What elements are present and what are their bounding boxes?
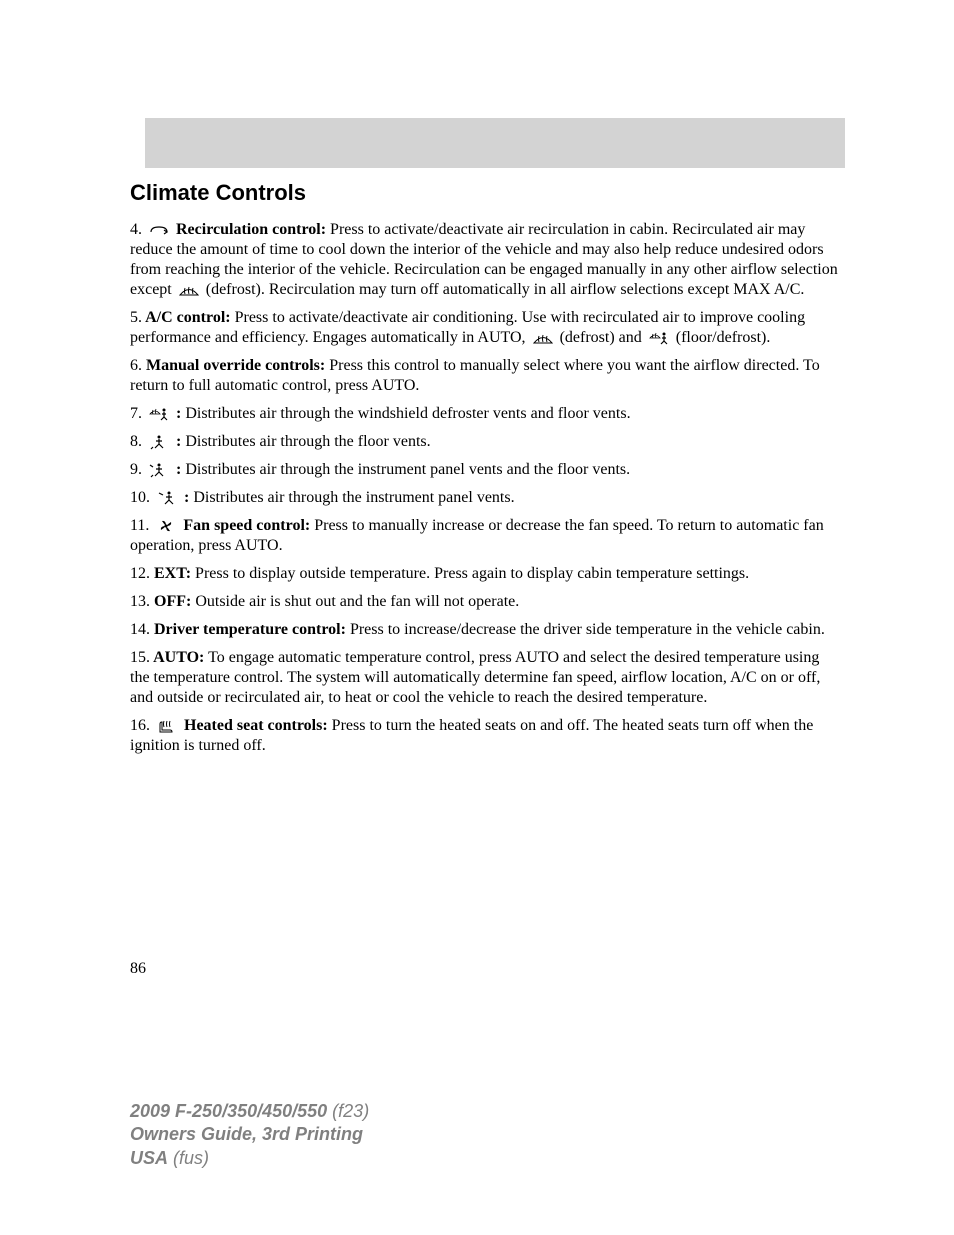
defrost-icon (532, 330, 554, 346)
item-4: 4. Recirculation control: Press to activ… (130, 220, 840, 300)
defrost-icon (178, 282, 200, 298)
item-text: Distributes air through the windshield d… (181, 405, 630, 422)
item-num: 15. (130, 649, 150, 666)
footer-region-code: (fus) (168, 1148, 209, 1168)
item-text: Press to increase/decrease the driver si… (346, 621, 825, 638)
colon: : (172, 433, 181, 450)
item-num: 5. (130, 309, 142, 326)
item-7: 7. : Distributes air through the windshi… (130, 404, 840, 424)
item-num: 7. (130, 405, 146, 422)
content-body: 4. Recirculation control: Press to activ… (130, 220, 840, 764)
item-num: 10. (130, 489, 154, 506)
item-13: 13. OFF: Outside air is shut out and the… (130, 592, 840, 612)
item-11: 11. Fan speed control: Press to manually… (130, 516, 840, 556)
item-label: A/C control: (142, 309, 231, 326)
floor-vent-icon (148, 434, 170, 450)
item-num: 4. (130, 221, 142, 238)
mid-text: (defrost) and (556, 329, 646, 346)
footer: 2009 F-250/350/450/550 (f23) Owners Guid… (130, 1100, 369, 1170)
heated-seat-icon (156, 718, 178, 734)
footer-region: USA (130, 1148, 168, 1168)
item-text-after: (defrost). Recirculation may turn off au… (202, 281, 805, 298)
floor-defrost-icon (148, 406, 170, 422)
page-number: 86 (130, 960, 146, 978)
item-9: 9. : Distributes air through the instrum… (130, 460, 840, 480)
item-16: 16. Heated seat controls: Press to turn … (130, 716, 840, 756)
fan-icon (155, 518, 177, 534)
item-num: 16. (130, 717, 154, 734)
item-label: Recirculation control: (176, 221, 326, 238)
item-label: EXT: (150, 565, 191, 582)
footer-line-2: Owners Guide, 3rd Printing (130, 1123, 369, 1146)
item-14: 14. Driver temperature control: Press to… (130, 620, 840, 640)
item-label: Fan speed control: (179, 517, 310, 534)
item-12: 12. EXT: Press to display outside temper… (130, 564, 840, 584)
item-num: 12. (130, 565, 150, 582)
item-num: 9. (130, 461, 146, 478)
item-label: Driver temperature control: (150, 621, 346, 638)
footer-code: (f23) (327, 1101, 369, 1121)
header-bar (145, 118, 845, 168)
item-text: Distributes air through the floor vents. (181, 433, 430, 450)
section-title: Climate Controls (130, 180, 306, 206)
item-text: To engage automatic temperature control,… (130, 649, 820, 706)
item-num: 11. (130, 517, 153, 534)
item-num: 13. (130, 593, 150, 610)
item-8: 8. : Distributes air through the floor v… (130, 432, 840, 452)
item-text: Outside air is shut out and the fan will… (191, 593, 519, 610)
item-5: 5. A/C control: Press to activate/deacti… (130, 308, 840, 348)
colon: : (180, 489, 189, 506)
colon: : (172, 461, 181, 478)
item-label: Heated seat controls: (180, 717, 328, 734)
footer-line-3: USA (fus) (130, 1147, 369, 1170)
recirculation-icon (148, 222, 170, 238)
item-text: Distributes air through the instrument p… (181, 461, 630, 478)
item-text: Press to display outside temperature. Pr… (191, 565, 749, 582)
item-label: AUTO: (150, 649, 204, 666)
item-text: Distributes air through the instrument p… (189, 489, 514, 506)
colon: : (172, 405, 181, 422)
item-10: 10. : Distributes air through the instru… (130, 488, 840, 508)
item-label: Manual override controls: (142, 357, 325, 374)
footer-model: 2009 F-250/350/450/550 (130, 1101, 327, 1121)
item-num: 14. (130, 621, 150, 638)
footer-line-1: 2009 F-250/350/450/550 (f23) (130, 1100, 369, 1123)
item-num: 8. (130, 433, 146, 450)
item-6: 6. Manual override controls: Press this … (130, 356, 840, 396)
panel-floor-vent-icon (148, 462, 170, 478)
item-num: 6. (130, 357, 142, 374)
panel-vent-icon (156, 490, 178, 506)
item-label: OFF: (150, 593, 191, 610)
floor-defrost-icon (648, 330, 670, 346)
end-text: (floor/defrost). (672, 329, 771, 346)
item-15: 15. AUTO: To engage automatic temperatur… (130, 648, 840, 708)
